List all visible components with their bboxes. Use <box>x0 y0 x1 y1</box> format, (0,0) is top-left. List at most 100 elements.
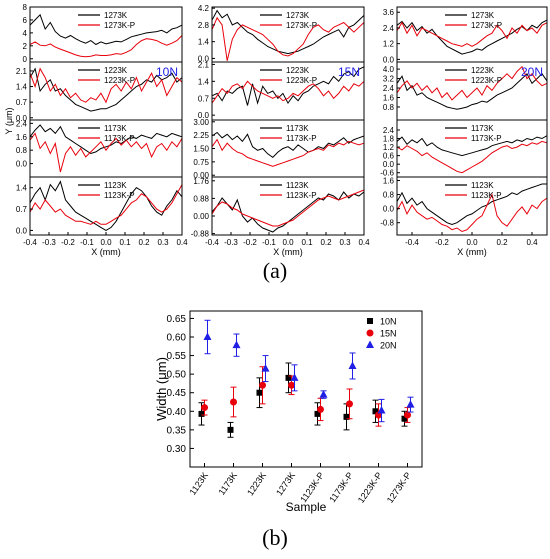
legend-label: 1223K-P <box>471 76 502 85</box>
data-point-15N <box>259 381 266 389</box>
data-point-20N <box>348 361 357 369</box>
data-point-10N <box>314 410 321 417</box>
legend-label: 1223K <box>286 66 310 75</box>
width-chart: 0.30 0.35 0.40 0.45 0.50 0.55 0.60 0.65 1123K 117… <box>154 310 423 514</box>
legend-label: 1123K-P <box>471 191 502 200</box>
y-tick-label: 0.75 <box>193 158 209 167</box>
load-label: 15N <box>338 65 360 79</box>
x-tick-label: -0.4 <box>23 238 37 247</box>
data-point-10N <box>198 410 205 417</box>
series-line-1173K-P <box>211 138 365 167</box>
y-tick-label: 2.4 <box>383 24 395 33</box>
series-line-1123K <box>29 180 183 231</box>
y-tick-label: 0.0 <box>198 111 210 120</box>
y-tick-label: 0.0 <box>16 114 28 123</box>
y-tick-label: 4.2 <box>198 4 210 13</box>
data-point-10N <box>372 408 379 415</box>
series-line-1123K <box>396 183 547 226</box>
data-point-15N <box>346 400 353 408</box>
legend-label: 1123K <box>471 181 494 190</box>
data-point-20N <box>377 406 386 414</box>
legend-label: 1173K-P <box>104 134 135 143</box>
x-tick-label: 1273K-P <box>385 470 413 504</box>
x-tick-label: -0.4 <box>405 238 419 247</box>
y-tick-label: 4 <box>23 29 28 38</box>
x-tick-label: 0.2 <box>320 238 332 247</box>
y-tick-label: 0.6 <box>383 152 395 161</box>
y-tick-label: 0.60 <box>167 333 187 344</box>
y-tick-label: 0.7 <box>198 94 210 103</box>
y-tick-label: 2.1 <box>198 60 210 69</box>
y-tick-label: 0.0 <box>383 160 395 169</box>
legend-label: 1273K <box>286 11 310 20</box>
x-axis-label: Sample <box>286 500 327 514</box>
series-line-1273K-P <box>396 21 548 47</box>
data-point-10N <box>227 426 234 433</box>
data-point-15N <box>317 405 324 413</box>
series-line-1273K <box>396 19 548 55</box>
y-tick-label: 1.2 <box>383 40 395 49</box>
data-point-15N <box>404 411 411 419</box>
y-tick-label: 1.4 <box>16 83 28 92</box>
series-line-1173K <box>211 131 365 159</box>
y-tick-label: 1.76 <box>193 177 209 186</box>
series-line-1223K-P <box>211 80 365 104</box>
x-tick-label: 0.0 <box>466 238 478 247</box>
x-tick-label: 0.0 <box>100 238 112 247</box>
legend-label: 1223K-P <box>104 76 135 85</box>
x-tick-label: 0.4 <box>176 238 188 247</box>
y-tick-label: 2.1 <box>16 67 28 76</box>
x-axis-label: X (mm) <box>457 247 487 257</box>
y-tick-label: 1.8 <box>383 135 395 144</box>
y-tick-label: 1.4 <box>16 184 28 193</box>
load-label: 10N <box>156 65 178 79</box>
y-tick-label: 0.35 <box>167 425 187 436</box>
x-tick-label: 0.2 <box>138 238 150 247</box>
y-tick-label: 1.4 <box>198 38 210 47</box>
data-point-20N <box>232 340 241 349</box>
data-point-10N <box>343 413 350 420</box>
y-tick-label: 1.2 <box>383 143 395 152</box>
y-tick-label: 1.6 <box>16 133 28 142</box>
x-tick-label: 0.4 <box>358 238 370 247</box>
legend-label: 1123K <box>286 181 309 190</box>
x-tick-label: 1223K-P <box>356 470 384 504</box>
panel-b-caption: (b) <box>262 525 288 550</box>
y-tick-label: 4.0 <box>383 65 395 74</box>
y-tick-label: 0.30 <box>167 444 187 455</box>
y-tick-label: 2 <box>23 42 28 51</box>
y-tick-label: 2.25 <box>193 131 209 140</box>
series-line-1223K <box>29 67 183 112</box>
y-tick-label: 0.55 <box>167 351 187 362</box>
y-tick-label: -0.6 <box>380 169 394 178</box>
legend-label: 1273K-P <box>286 21 317 30</box>
y-tick-label: 0.0 <box>16 160 28 169</box>
y-tick-label: 1.6 <box>383 94 395 103</box>
x-axis-label: X (mm) <box>91 247 121 257</box>
data-point-10N <box>401 415 408 422</box>
x-axis-label: X (mm) <box>273 247 303 257</box>
legend-marker-20N <box>366 340 374 348</box>
y-tick-label: 0.7 <box>16 98 28 107</box>
y-tick-label: -0.88 <box>191 230 210 239</box>
legend-label: 1273K <box>471 11 495 20</box>
legend-marker-10N <box>367 318 373 324</box>
y-tick-label: 2.4 <box>16 119 28 128</box>
series-line-1123K-P <box>211 189 365 227</box>
x-tick-label: -0.1 <box>262 238 276 247</box>
legend-label: 15N <box>380 329 397 339</box>
legend-label: 10N <box>380 317 397 327</box>
y-tick-label: 0.0 <box>383 205 395 214</box>
legend-label: 1123K <box>104 181 127 190</box>
y-tick-label: 0.8 <box>383 191 395 200</box>
y-tick-label: 0 <box>23 55 28 64</box>
y-tick-label: 0.0 <box>198 54 210 63</box>
